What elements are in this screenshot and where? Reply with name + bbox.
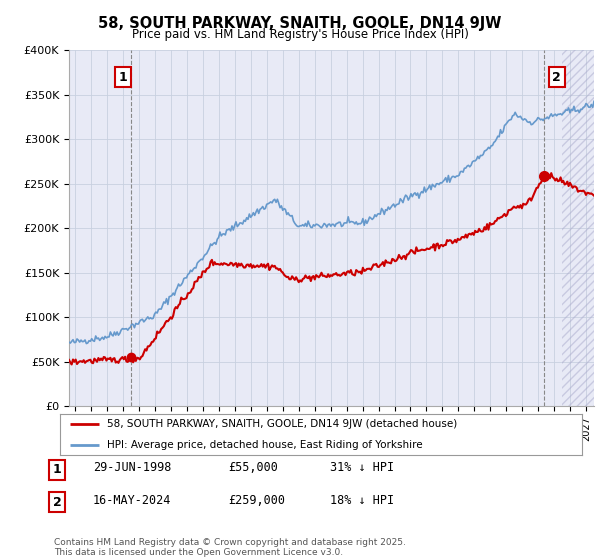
Text: £259,000: £259,000 bbox=[228, 494, 285, 507]
Bar bbox=[562, 50, 594, 406]
Text: 31% ↓ HPI: 31% ↓ HPI bbox=[330, 461, 394, 474]
Text: 58, SOUTH PARKWAY, SNAITH, GOOLE, DN14 9JW (detached house): 58, SOUTH PARKWAY, SNAITH, GOOLE, DN14 9… bbox=[107, 419, 457, 430]
Text: Price paid vs. HM Land Registry's House Price Index (HPI): Price paid vs. HM Land Registry's House … bbox=[131, 28, 469, 41]
Text: 2: 2 bbox=[553, 71, 561, 83]
Text: 1: 1 bbox=[119, 71, 127, 83]
Text: 18% ↓ HPI: 18% ↓ HPI bbox=[330, 494, 394, 507]
Text: Contains HM Land Registry data © Crown copyright and database right 2025.
This d: Contains HM Land Registry data © Crown c… bbox=[54, 538, 406, 557]
Bar bbox=[562, 50, 594, 406]
Text: 16-MAY-2024: 16-MAY-2024 bbox=[93, 494, 172, 507]
Text: £55,000: £55,000 bbox=[228, 461, 278, 474]
Text: 2: 2 bbox=[53, 496, 61, 508]
Text: 29-JUN-1998: 29-JUN-1998 bbox=[93, 461, 172, 474]
Text: HPI: Average price, detached house, East Riding of Yorkshire: HPI: Average price, detached house, East… bbox=[107, 440, 422, 450]
Text: 58, SOUTH PARKWAY, SNAITH, GOOLE, DN14 9JW: 58, SOUTH PARKWAY, SNAITH, GOOLE, DN14 9… bbox=[98, 16, 502, 31]
Text: 1: 1 bbox=[53, 463, 61, 476]
